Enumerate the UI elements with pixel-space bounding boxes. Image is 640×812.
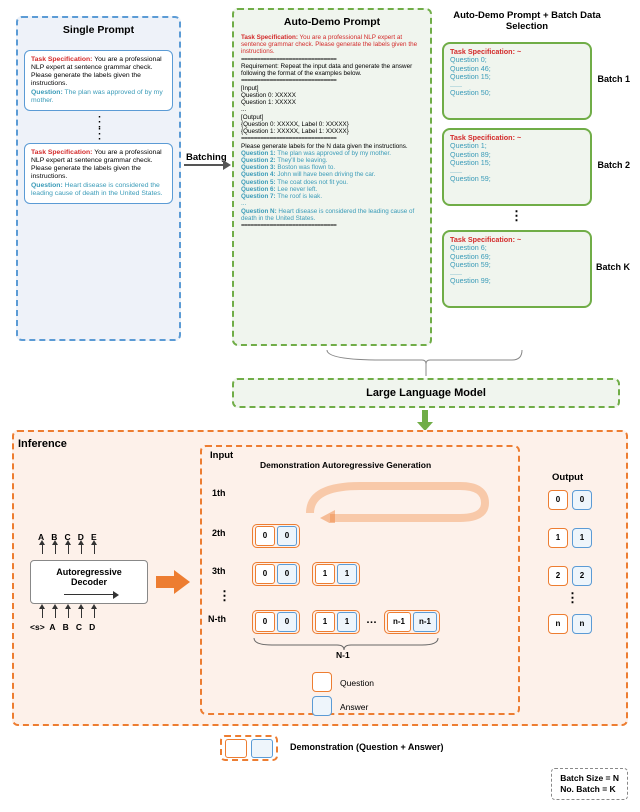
ellipsis-icon: ⋮⋮ bbox=[18, 115, 179, 139]
ellipsis-icon: ⋮ bbox=[510, 212, 523, 220]
output-q: 1 bbox=[548, 528, 568, 548]
decoder-box: AutoregressiveDecoder bbox=[30, 560, 148, 604]
brace-icon bbox=[232, 346, 620, 378]
auto-demo-title: Auto-Demo Prompt bbox=[234, 10, 430, 30]
legend-answer-box bbox=[312, 696, 332, 716]
demo-pair: 00 bbox=[252, 610, 300, 634]
batching-arrow-icon bbox=[184, 164, 224, 166]
output-q: 0 bbox=[548, 490, 568, 510]
batching-label: Batching bbox=[186, 152, 227, 163]
output-a: n bbox=[572, 614, 592, 634]
row-label: 1th bbox=[212, 488, 226, 498]
row-label: N-th bbox=[208, 614, 226, 624]
n-minus-1-label: N-1 bbox=[336, 650, 350, 660]
legend-demo-box bbox=[220, 735, 278, 761]
legend-question-label: Question bbox=[340, 678, 374, 688]
output-label: Output bbox=[552, 472, 583, 483]
demo-pair: n-1n-1 bbox=[384, 610, 440, 634]
ellipsis-icon: ⋮ bbox=[566, 594, 579, 602]
batch-box-1: Task Specification: ~ Question 0; Questi… bbox=[442, 42, 592, 120]
demo-pair: 00 bbox=[252, 562, 300, 586]
arrows-up-icon bbox=[36, 608, 101, 620]
ellipsis-icon: ⋮ bbox=[218, 592, 231, 600]
single-prompt-panel: Single Prompt Task Specification: You ar… bbox=[16, 16, 181, 341]
row-label: 2th bbox=[212, 528, 226, 538]
output-q: 2 bbox=[548, 566, 568, 586]
inference-title: Inference bbox=[18, 438, 67, 450]
arrows-up-icon bbox=[36, 544, 101, 556]
auto-demo-panel: Auto-Demo Prompt Task Specification: You… bbox=[232, 8, 432, 346]
demo-pair: 11 bbox=[312, 562, 360, 586]
output-a: 1 bbox=[572, 528, 592, 548]
legend-answer-label: Answer bbox=[340, 702, 368, 712]
demo-gen-label: Demonstration Autoregressive Generation bbox=[260, 460, 431, 470]
input-label: Input bbox=[210, 450, 233, 461]
row-label: 3th bbox=[212, 566, 226, 576]
single-prompt-title: Single Prompt bbox=[18, 18, 179, 38]
output-q: n bbox=[548, 614, 568, 634]
demo-pair: 00 bbox=[252, 524, 300, 548]
prompt-card-2: Task Specification: You are a profession… bbox=[24, 143, 173, 204]
legend-question-box bbox=[312, 672, 332, 692]
batch-box-2: Task Specification: ~ Question 1; Questi… bbox=[442, 128, 592, 206]
decoder-bot-letters: <s> A B C D bbox=[30, 622, 95, 632]
batch-sel-title: Auto-Demo Prompt + Batch Data Selection bbox=[442, 10, 612, 33]
ellipsis-icon: … bbox=[366, 614, 377, 626]
auto-demo-content: Task Specification: You are a profession… bbox=[234, 30, 430, 233]
batch-box-k: Task Specification: ~ Question 6; Questi… bbox=[442, 230, 592, 308]
demo-pair: 11 bbox=[312, 610, 360, 634]
output-a: 0 bbox=[572, 490, 592, 510]
arrow-down-icon bbox=[418, 410, 432, 428]
size-info-box: Batch Size = N No. Batch = K bbox=[551, 768, 628, 800]
llm-box: Large Language Model bbox=[232, 378, 620, 408]
arrow-right-icon bbox=[156, 570, 192, 594]
output-a: 2 bbox=[572, 566, 592, 586]
curve-arrow-icon bbox=[300, 478, 490, 523]
legend-demo-label: Demonstration (Question + Answer) bbox=[290, 742, 443, 752]
prompt-card-1: Task Specification: You are a profession… bbox=[24, 50, 173, 111]
